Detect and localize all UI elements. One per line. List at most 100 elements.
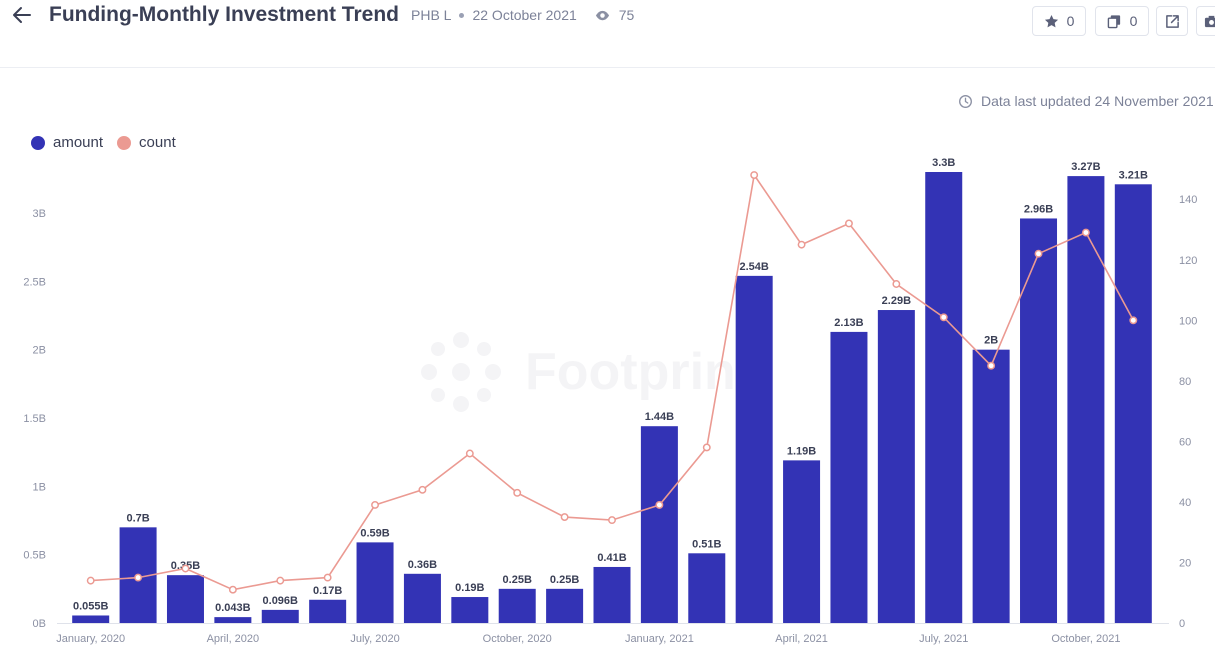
amount-data-label: 0.25B <box>550 574 579 586</box>
y-right-tick-label: 40 <box>1179 497 1191 509</box>
count-point <box>845 219 853 228</box>
y-left-tick-label: 2B <box>33 345 46 357</box>
amount-data-label: 2.29B <box>882 295 911 307</box>
copy-icon <box>1107 14 1120 28</box>
legend-label-count: count <box>139 134 176 151</box>
y-left-tick-label: 0B <box>33 618 46 630</box>
amount-bar <box>214 617 252 623</box>
amount-data-label: 0.51B <box>692 538 721 550</box>
star-icon <box>1044 14 1058 27</box>
count-point <box>939 313 948 322</box>
amount-data-label: 3.21B <box>1119 169 1148 181</box>
amount-data-label: 2.13B <box>834 317 863 329</box>
y-right-tick-label: 140 <box>1179 194 1197 206</box>
amount-bar <box>688 553 726 623</box>
data-updated-info: Data last updated 24 November 2021 <box>958 93 1214 109</box>
count-point <box>228 585 237 594</box>
amount-data-label: 3.27B <box>1071 161 1100 173</box>
x-tick-label: July, 2020 <box>350 633 399 645</box>
amount-data-label: 0.25B <box>503 574 532 586</box>
back-arrow-icon[interactable] <box>10 3 34 27</box>
amount-bar <box>1067 176 1105 623</box>
y-right-tick-label: 0 <box>1179 618 1185 630</box>
count-point <box>1129 316 1138 325</box>
count-point <box>418 485 427 494</box>
amount-data-label: 1.19B <box>787 445 816 457</box>
y-left-tick-label: 3B <box>33 208 46 220</box>
count-point <box>181 564 190 573</box>
amount-bar <box>451 597 489 623</box>
share-button[interactable] <box>1156 6 1188 36</box>
amount-bar <box>830 331 868 623</box>
amount-data-label: 0.59B <box>360 527 389 539</box>
amount-data-label: 0.7B <box>126 512 149 524</box>
count-point <box>1081 228 1090 237</box>
amount-bar <box>261 609 299 623</box>
amount-bar <box>72 615 110 623</box>
amount-bar <box>546 588 584 623</box>
separator-dot <box>459 12 465 18</box>
y-right-tick-label: 60 <box>1179 436 1191 448</box>
amount-bar <box>356 542 394 623</box>
amount-data-label: 2.54B <box>739 261 768 273</box>
count-point <box>702 443 711 452</box>
count-point <box>134 573 143 582</box>
count-point <box>655 501 664 509</box>
y-left-tick-label: 0.5B <box>23 550 46 562</box>
legend-label-amount: amount <box>53 134 104 151</box>
y-left-tick-label: 1B <box>33 481 46 493</box>
x-tick-label: April, 2020 <box>207 633 260 645</box>
amount-data-label: 2.96B <box>1024 203 1053 215</box>
count-point <box>86 576 95 585</box>
copy-button[interactable]: 0 <box>1095 6 1149 36</box>
amount-bar <box>498 588 536 623</box>
page-title: Funding-Monthly Investment Trend <box>49 3 399 26</box>
count-point <box>513 488 522 497</box>
legend-swatch-count <box>117 135 132 150</box>
amount-bar <box>1114 184 1152 624</box>
y-right-tick-label: 20 <box>1179 557 1191 569</box>
amount-data-label: 0.36B <box>408 559 437 571</box>
x-tick-label: January, 2020 <box>56 633 125 645</box>
count-point <box>892 280 901 288</box>
legend-item-count[interactable]: count <box>117 134 176 151</box>
amount-bar <box>309 599 347 623</box>
count-point <box>560 513 569 522</box>
amount-data-label: 0.41B <box>597 552 626 564</box>
star-count: 0 <box>1066 13 1075 29</box>
amount-data-label: 1.44B <box>645 411 674 423</box>
legend-item-amount[interactable]: amount <box>31 134 103 151</box>
chart-axes: 0B 0.5B 1B 1.5B 2B 2.5B 3B 0 20 40 60 80 100 120 140 Ja… <box>23 194 1197 645</box>
publish-date: 22 October 2021 <box>472 7 577 23</box>
count-point <box>1034 249 1043 258</box>
y-right-tick-label: 80 <box>1179 376 1191 388</box>
y-left-tick-label: 1.5B <box>23 413 46 425</box>
count-line-series <box>86 171 1138 594</box>
amount-bar <box>735 275 773 623</box>
amount-bar <box>783 460 821 623</box>
count-point <box>276 576 285 585</box>
copy-count: 0 <box>1129 13 1138 29</box>
count-point <box>797 240 806 249</box>
chart-legend: amount count <box>31 134 190 151</box>
x-tick-label: October, 2021 <box>1051 633 1120 645</box>
eye-icon <box>595 10 609 20</box>
amount-data-label: 2B <box>984 335 998 347</box>
count-point <box>750 171 759 179</box>
camera-icon <box>1204 15 1215 27</box>
clock-history-icon <box>959 94 972 108</box>
amount-bar <box>640 426 678 623</box>
amount-data-label: 0.043B <box>215 602 251 614</box>
star-button[interactable]: 0 <box>1032 6 1086 36</box>
meta-info: PHB L 22 October 2021 75 <box>411 7 634 23</box>
author-name[interactable]: PHB L <box>411 7 452 23</box>
amount-bar <box>403 573 441 623</box>
count-point <box>465 449 474 458</box>
data-updated-text: Data last updated 24 November 2021 <box>981 93 1214 109</box>
x-tick-label: January, 2021 <box>625 633 694 645</box>
y-right-tick-label: 100 <box>1179 315 1197 327</box>
amount-bar <box>1020 218 1058 623</box>
snapshot-button[interactable] <box>1196 6 1215 36</box>
amount-data-label: 0.17B <box>313 585 342 597</box>
